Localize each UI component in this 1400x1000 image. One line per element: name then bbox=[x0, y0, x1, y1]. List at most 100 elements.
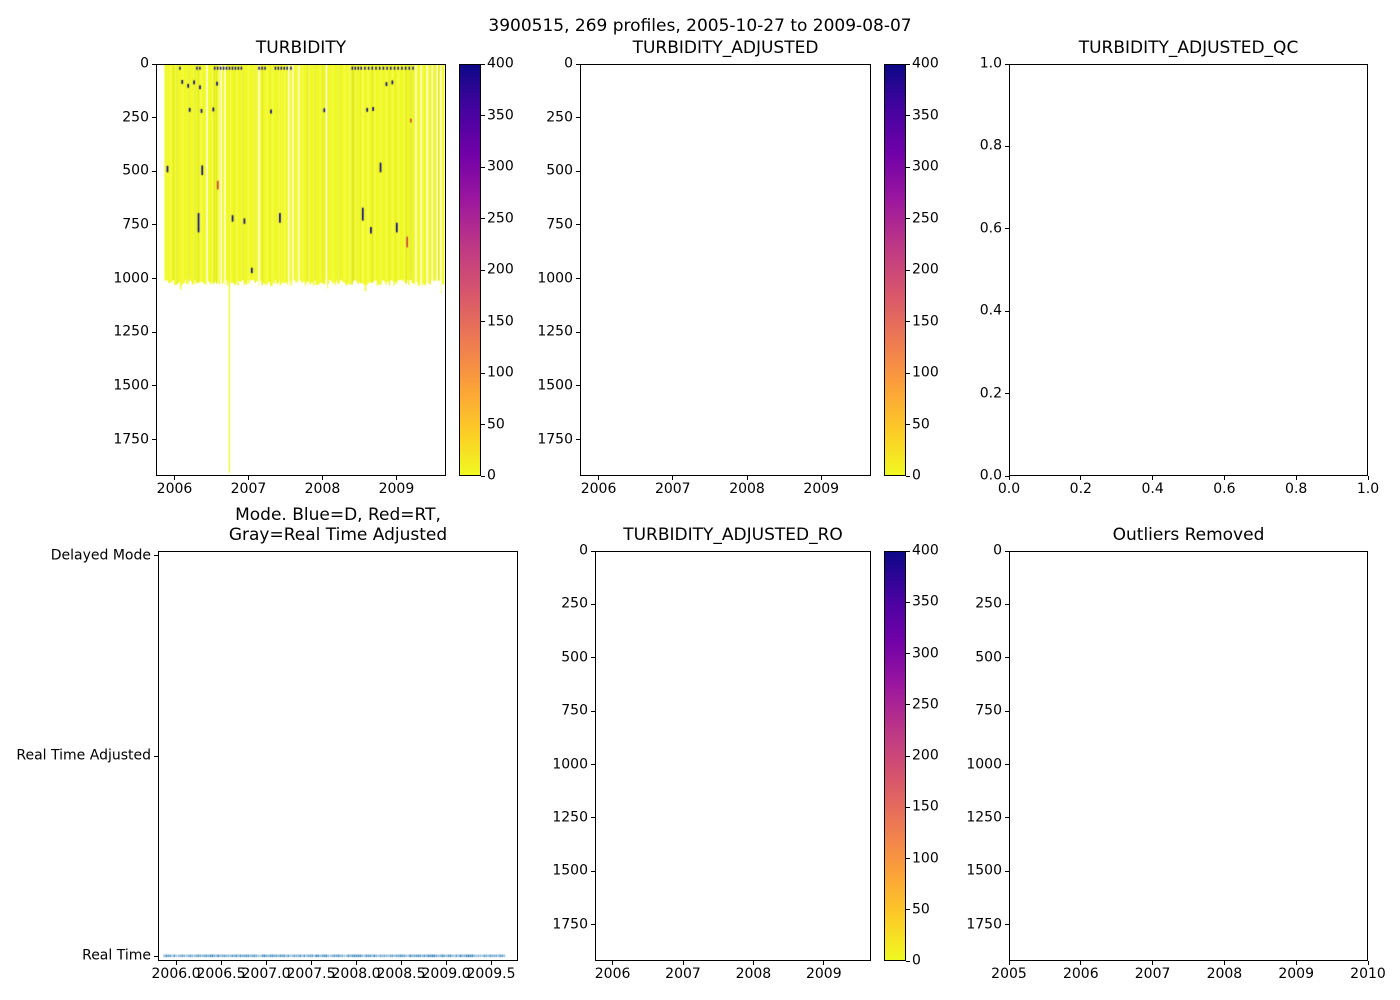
y-tick bbox=[1005, 870, 1009, 872]
x-tick bbox=[1080, 476, 1082, 480]
x-tick bbox=[1152, 961, 1154, 965]
colorbar-tick-label: 400 bbox=[912, 55, 939, 72]
subplot-turbidity: TURBIDITY 2006 2007 2008 2009 0 250 500 750 1000 1… bbox=[113, 38, 513, 497]
x-tick-label: 2006 bbox=[594, 966, 631, 982]
plot-box-turbidity-adjusted bbox=[580, 64, 871, 476]
x-tick-label: 0.6 bbox=[1213, 481, 1236, 497]
y-tick-label: 250 bbox=[975, 595, 1002, 612]
colorbar-tick bbox=[481, 115, 485, 116]
y-tick-label: Real Time bbox=[82, 947, 151, 964]
colorbar-tick-label: 0 bbox=[487, 467, 496, 484]
y-tick bbox=[152, 170, 156, 172]
plot-title-outliers-removed: Outliers Removed bbox=[1112, 525, 1265, 545]
x-tick bbox=[1295, 476, 1297, 480]
colorbar-turbidity-adjusted bbox=[884, 64, 906, 476]
y-tick bbox=[1005, 475, 1009, 477]
x-tick-label: 2006.0 bbox=[151, 966, 201, 982]
y-tick-label: 1.0 bbox=[979, 55, 1002, 72]
y-tick bbox=[1005, 817, 1009, 819]
plot-title-turbidity: TURBIDITY bbox=[255, 38, 347, 58]
x-tick bbox=[1080, 961, 1082, 965]
colorbar-tick bbox=[906, 550, 910, 552]
x-tick bbox=[490, 961, 492, 965]
y-tick-label: 1500 bbox=[113, 377, 149, 394]
colorbar-tick bbox=[906, 424, 910, 425]
y-tick-label: 750 bbox=[122, 216, 149, 233]
x-tick bbox=[1367, 961, 1369, 965]
y-tick-label: 0.6 bbox=[979, 220, 1002, 237]
colorbar-tick bbox=[906, 475, 910, 477]
subplot-turbidity-adjusted: TURBIDITY_ADJUSTED 2006 2007 2008 2009 0 250 50… bbox=[537, 38, 938, 497]
x-tick-label: 2007.5 bbox=[286, 966, 336, 982]
y-tick bbox=[154, 555, 158, 557]
colorbar-tick bbox=[481, 372, 485, 374]
colorbar-tick-label: 250 bbox=[912, 696, 939, 713]
x-tick-label: 2008.0 bbox=[331, 966, 381, 982]
y-tick bbox=[152, 439, 156, 441]
y-tick bbox=[154, 955, 158, 957]
y-tick bbox=[576, 170, 580, 172]
y-tick-label: 0 bbox=[140, 55, 149, 72]
colorbar-tick-label: 250 bbox=[487, 210, 514, 226]
colorbar-tick bbox=[906, 269, 910, 271]
y-tick-label: 0.4 bbox=[979, 302, 1002, 319]
y-tick-label: 1750 bbox=[113, 431, 149, 448]
subplot-outliers-removed: Outliers Removed 2005 2006 2007 2008 2009 2010… bbox=[966, 525, 1385, 982]
y-tick bbox=[591, 817, 595, 819]
x-tick bbox=[1223, 476, 1225, 480]
x-tick bbox=[682, 961, 684, 965]
colorbar-tick-label: 300 bbox=[912, 645, 939, 661]
x-tick bbox=[598, 476, 600, 480]
x-tick bbox=[1223, 961, 1225, 965]
plot-box-turbidity-adjusted-qc bbox=[1009, 64, 1368, 476]
y-tick-label: Real Time Adjusted bbox=[16, 747, 151, 764]
y-tick bbox=[1005, 310, 1009, 312]
x-tick bbox=[265, 961, 267, 965]
y-tick-label: 1750 bbox=[966, 916, 1002, 933]
colorbar-tick bbox=[481, 424, 485, 425]
y-tick-label: 250 bbox=[122, 109, 149, 126]
y-tick-label: 500 bbox=[546, 162, 573, 179]
y-tick bbox=[576, 439, 580, 441]
colorbar-tick bbox=[906, 601, 910, 603]
y-tick bbox=[1005, 145, 1009, 147]
colorbar-tick bbox=[906, 960, 910, 962]
y-tick bbox=[1005, 657, 1009, 659]
x-tick bbox=[823, 961, 825, 965]
x-tick bbox=[1367, 476, 1369, 480]
y-tick bbox=[152, 385, 156, 387]
y-tick bbox=[591, 764, 595, 766]
colorbar-tick-label: 350 bbox=[912, 107, 939, 123]
y-tick-label: 750 bbox=[975, 702, 1002, 719]
y-tick bbox=[576, 63, 580, 65]
y-tick bbox=[1005, 764, 1009, 766]
colorbar-tick-label: 100 bbox=[487, 364, 514, 381]
plot-title-turbidity-adjusted: TURBIDITY_ADJUSTED bbox=[632, 38, 819, 58]
colorbar-tick bbox=[481, 269, 485, 271]
y-tick bbox=[576, 224, 580, 226]
colorbar-tick-label: 400 bbox=[912, 542, 939, 559]
x-tick bbox=[400, 961, 402, 965]
y-tick-label: 0.0 bbox=[979, 467, 1002, 484]
x-tick-label: 0.2 bbox=[1069, 481, 1092, 497]
colorbar-tick-label: 150 bbox=[487, 313, 514, 329]
x-tick bbox=[395, 476, 397, 480]
plot-box-turbidity-adjusted-ro bbox=[595, 551, 871, 961]
x-tick bbox=[321, 476, 323, 480]
x-tick-label: 2009.5 bbox=[466, 966, 516, 982]
colorbar-tick-label: 150 bbox=[912, 798, 939, 815]
plot-title-mode: Mode. Blue=D, Red=RT, Gray=Real Time Adju… bbox=[228, 505, 448, 545]
colorbar-tick bbox=[906, 321, 910, 322]
y-tick bbox=[1005, 924, 1009, 926]
x-tick bbox=[820, 476, 822, 480]
colorbar-tick-label: 200 bbox=[912, 747, 939, 764]
colorbar-tick-label: 100 bbox=[912, 850, 939, 866]
colorbar-tick bbox=[481, 166, 485, 168]
y-tick-label: 750 bbox=[546, 216, 573, 233]
x-tick bbox=[445, 961, 447, 965]
y-tick bbox=[152, 278, 156, 280]
x-tick-label: 2007 bbox=[654, 481, 691, 497]
x-tick bbox=[310, 961, 312, 965]
y-tick bbox=[591, 550, 595, 552]
